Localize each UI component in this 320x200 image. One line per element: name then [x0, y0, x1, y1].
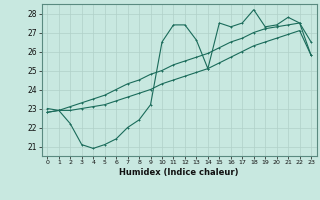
X-axis label: Humidex (Indice chaleur): Humidex (Indice chaleur) — [119, 168, 239, 177]
